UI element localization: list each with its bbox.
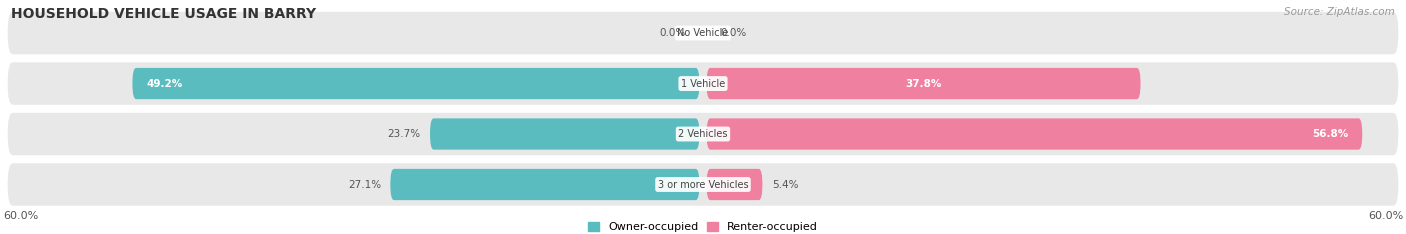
- Text: 5.4%: 5.4%: [772, 179, 799, 190]
- Text: 23.7%: 23.7%: [388, 129, 420, 139]
- Text: HOUSEHOLD VEHICLE USAGE IN BARRY: HOUSEHOLD VEHICLE USAGE IN BARRY: [11, 7, 316, 21]
- Text: 49.2%: 49.2%: [146, 79, 183, 88]
- Text: No Vehicle: No Vehicle: [678, 28, 728, 38]
- Text: 3 or more Vehicles: 3 or more Vehicles: [658, 179, 748, 190]
- FancyBboxPatch shape: [7, 62, 1399, 105]
- Text: 0.0%: 0.0%: [659, 28, 686, 38]
- Text: 27.1%: 27.1%: [347, 179, 381, 190]
- FancyBboxPatch shape: [7, 163, 1399, 206]
- FancyBboxPatch shape: [430, 118, 699, 150]
- Text: 2 Vehicles: 2 Vehicles: [678, 129, 728, 139]
- Text: 60.0%: 60.0%: [1368, 211, 1403, 221]
- Text: 1 Vehicle: 1 Vehicle: [681, 79, 725, 88]
- FancyBboxPatch shape: [132, 68, 699, 99]
- FancyBboxPatch shape: [707, 169, 762, 200]
- Text: 37.8%: 37.8%: [905, 79, 942, 88]
- FancyBboxPatch shape: [391, 169, 699, 200]
- Text: Source: ZipAtlas.com: Source: ZipAtlas.com: [1284, 7, 1395, 17]
- Legend: Owner-occupied, Renter-occupied: Owner-occupied, Renter-occupied: [586, 220, 820, 234]
- FancyBboxPatch shape: [7, 12, 1399, 54]
- Text: 56.8%: 56.8%: [1312, 129, 1348, 139]
- FancyBboxPatch shape: [707, 68, 1140, 99]
- FancyBboxPatch shape: [707, 118, 1362, 150]
- FancyBboxPatch shape: [7, 113, 1399, 155]
- Text: 0.0%: 0.0%: [720, 28, 747, 38]
- Text: 60.0%: 60.0%: [3, 211, 38, 221]
